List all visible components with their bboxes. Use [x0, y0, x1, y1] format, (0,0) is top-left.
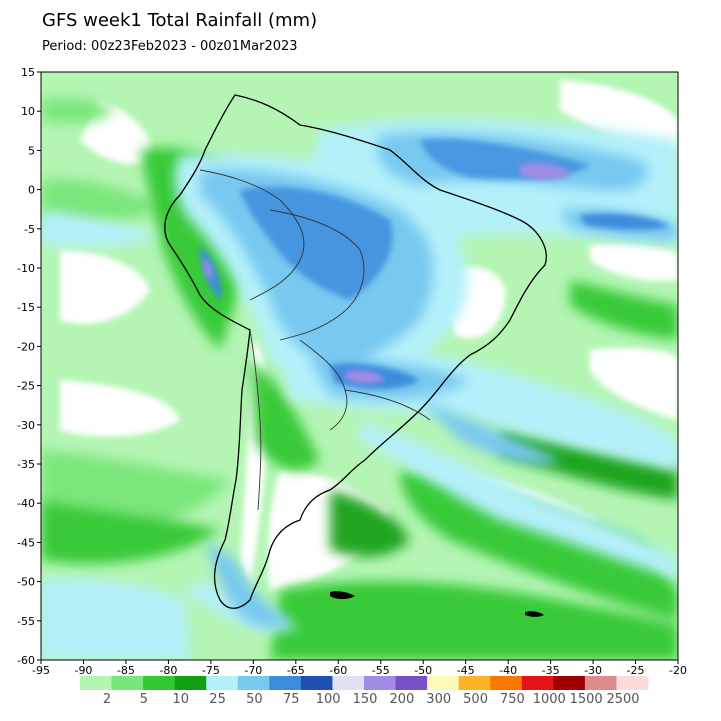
y-tick-label: -30 [17, 419, 35, 432]
y-tick-label: 0 [28, 184, 35, 197]
color-bar-swatch [427, 676, 460, 690]
x-tick-label: -35 [542, 664, 560, 677]
x-tick-label: -40 [499, 664, 517, 677]
color-bar-label: 2 [103, 692, 111, 707]
x-tick-label: -85 [117, 664, 135, 677]
color-bar-swatch [490, 676, 523, 690]
y-tick-label: -40 [17, 497, 35, 510]
coastlines [164, 94, 547, 609]
y-tick-label: 15 [21, 66, 35, 79]
x-tick-label: -65 [287, 664, 305, 677]
color-bar-swatch [616, 676, 649, 690]
y-tick-label: -35 [17, 458, 35, 471]
y-tick-label: -25 [17, 380, 35, 393]
color-bar-label: 500 [463, 692, 488, 707]
color-bar-swatch [269, 676, 302, 690]
lakes-islands [330, 591, 544, 617]
country-borders [199, 169, 431, 511]
x-tick-label: -55 [372, 664, 390, 677]
color-bar-label: 750 [500, 692, 525, 707]
color-bar-swatch [458, 676, 491, 690]
x-tick-label: -70 [244, 664, 262, 677]
y-tick-label: -5 [24, 223, 35, 236]
y-tick-label: -15 [17, 301, 35, 314]
color-bar-swatch [237, 676, 270, 690]
color-bar-swatch [584, 676, 617, 690]
map-subtitle: Period: 00z23Feb2023 - 00z01Mar2023 [42, 39, 298, 54]
color-bar-swatch [111, 676, 144, 690]
y-tick-label: -50 [17, 576, 35, 589]
color-bar-label: 1000 [533, 692, 566, 707]
map-title: GFS week1 Total Rainfall (mm) [42, 10, 318, 31]
color-bar-label: 2500 [606, 692, 639, 707]
color-bar-swatch [521, 676, 554, 690]
color-bar-label: 300 [426, 692, 451, 707]
x-tick-label: -75 [202, 664, 220, 677]
color-bar-swatch [364, 676, 397, 690]
x-tick-label: -90 [74, 664, 92, 677]
y-tick-label: -60 [17, 654, 35, 667]
x-tick-label: -45 [457, 664, 475, 677]
x-axis: -95 -90 -85 -80 -75 -70 -65 -60 -55 -50 -45 -40 -35 -… [32, 660, 687, 677]
color-bar-swatch [395, 676, 428, 690]
color-bar-swatch [206, 676, 239, 690]
x-tick-label: -25 [627, 664, 645, 677]
x-tick-label: -60 [329, 664, 347, 677]
y-tick-label: -55 [17, 615, 35, 628]
color-bar-label: 200 [389, 692, 414, 707]
x-tick-label: -80 [159, 664, 177, 677]
y-tick-label: -20 [17, 340, 35, 353]
y-tick-label: -10 [17, 262, 35, 275]
color-bar-swatch [553, 676, 586, 690]
y-tick-label: 5 [28, 144, 35, 157]
y-tick-label: -45 [17, 536, 35, 549]
color-bar-swatch [80, 676, 113, 690]
color-bar-swatch [174, 676, 207, 690]
y-tick-label: 10 [21, 105, 35, 118]
color-bar-label: 75 [283, 692, 300, 707]
color-bar-label: 1500 [570, 692, 603, 707]
color-bar-swatch [300, 676, 333, 690]
color-bar: 2 5 10 25 50 75 100 150 200 300 500 750 1000 1500 2500 [80, 676, 649, 707]
color-bar-label: 100 [316, 692, 341, 707]
color-bar-swatch [143, 676, 176, 690]
x-tick-label: -20 [669, 664, 687, 677]
rainfall-field [41, 72, 678, 660]
x-tick-label: -30 [584, 664, 602, 677]
color-bar-swatch [332, 676, 365, 690]
color-bar-label: 50 [246, 692, 263, 707]
color-bar-label: 10 [172, 692, 189, 707]
x-tick-label: -95 [32, 664, 50, 677]
x-tick-label: -50 [414, 664, 432, 677]
color-bar-label: 5 [140, 692, 148, 707]
y-axis: 15 10 5 0 -5 -10 -15 -20 -25 -30 -35 -40 -45 -50 -55 -6… [17, 66, 41, 667]
color-bar-label: 25 [209, 692, 226, 707]
color-bar-label: 150 [353, 692, 378, 707]
